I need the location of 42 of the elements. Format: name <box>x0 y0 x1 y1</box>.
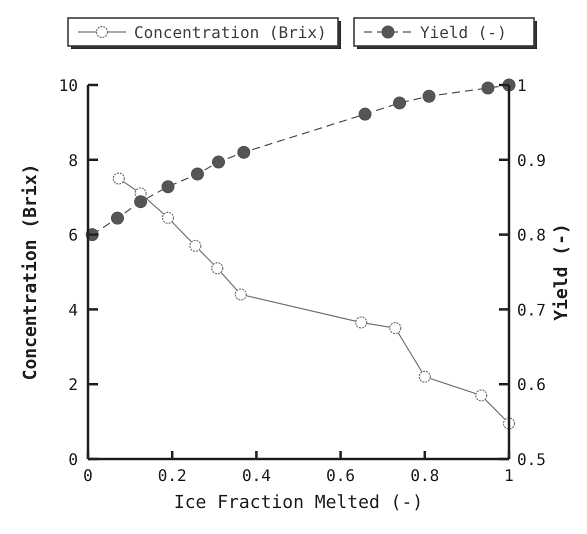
point <box>418 370 431 383</box>
x-tick-label: 0.4 <box>242 466 271 485</box>
point <box>212 156 226 169</box>
y-tick-label: 2 <box>68 375 78 394</box>
y2-tick-label: 0.9 <box>517 150 546 170</box>
legend-label: Concentration (Brix) <box>134 23 327 42</box>
point <box>110 212 124 225</box>
y2-tick-label: 0.8 <box>517 226 546 245</box>
y-tick-label: 10 <box>58 76 78 95</box>
point <box>211 262 224 274</box>
point <box>237 146 250 159</box>
x-tick-label: 0.8 <box>410 466 440 485</box>
point <box>358 108 372 121</box>
point <box>189 240 202 252</box>
point <box>161 180 174 194</box>
point <box>481 81 494 94</box>
x-tick-label: 1 <box>504 466 514 485</box>
x-tick-label: 0.6 <box>326 466 356 485</box>
point <box>389 322 402 334</box>
point <box>190 168 204 181</box>
point <box>393 96 406 110</box>
x-tick-label: 0 <box>83 466 93 485</box>
y2-tick-label: 0.6 <box>517 375 546 394</box>
x-axis-title: Ice Fraction Melted (-) <box>174 492 424 513</box>
y-tick-label: 8 <box>68 150 78 170</box>
y2-tick-label: 0.5 <box>517 450 546 469</box>
y-tick-label: 4 <box>68 300 78 320</box>
point <box>134 195 148 208</box>
point <box>355 316 368 329</box>
y2-axis-title: Yield (-) <box>551 223 572 321</box>
y2-tick-label: 1 <box>517 76 527 95</box>
point <box>422 90 436 103</box>
y2-tick-label: 0.7 <box>517 300 546 320</box>
x-tick-label: 0.2 <box>158 466 187 485</box>
y-tick-label: 6 <box>68 226 78 245</box>
y-tick-label: 0 <box>68 450 78 469</box>
point <box>234 288 247 301</box>
point <box>162 212 174 224</box>
legend-label: Yield (-) <box>420 23 507 42</box>
y-axis-title: Concentration (Brix) <box>20 164 41 380</box>
point <box>475 389 488 402</box>
point <box>112 172 125 185</box>
